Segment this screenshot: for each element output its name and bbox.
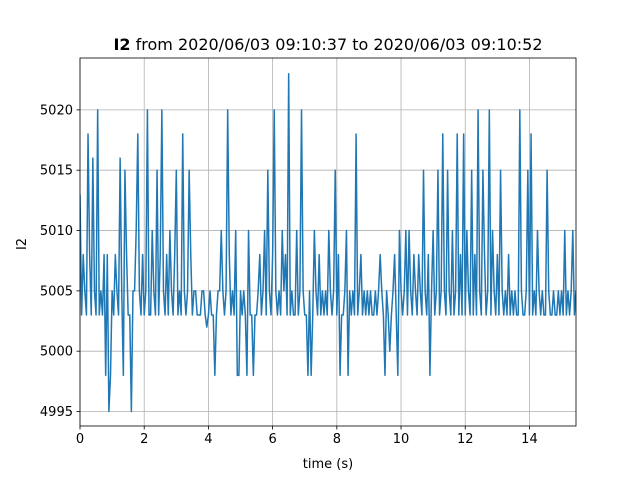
ticks: 0 2 4 6 8 10 12 14 4995 5000 5005 5010 5015 5020 [40,103,538,447]
x-tick-label: 0 [76,432,84,447]
x-tick-label: 6 [268,432,276,447]
x-tick-label: 12 [457,432,474,447]
y-tick-label: 5015 [40,164,73,179]
y-axis-label: I2 [15,238,30,250]
y-tick-label: 4995 [40,405,73,420]
y-tick-label: 5010 [40,224,73,239]
chart-title-bold: I2 [113,35,130,54]
x-axis-label: time (s) [303,457,353,472]
series-line [80,72,576,413]
series-layer [80,72,576,413]
chart-title-rest: from 2020/06/03 09:10:37 to 2020/06/03 0… [131,35,543,54]
x-tick-label: 14 [521,432,538,447]
x-tick-label: 10 [393,432,410,447]
x-tick-label: 8 [333,432,341,447]
y-tick-label: 5020 [40,103,73,118]
y-tick-label: 5000 [40,345,73,360]
chart-title: I2 from 2020/06/03 09:10:37 to 2020/06/0… [113,35,542,54]
axes-frame [79,57,577,427]
y-tick-label: 5005 [40,284,73,299]
x-tick-label: 2 [140,432,148,447]
x-tick-label: 4 [204,432,212,447]
